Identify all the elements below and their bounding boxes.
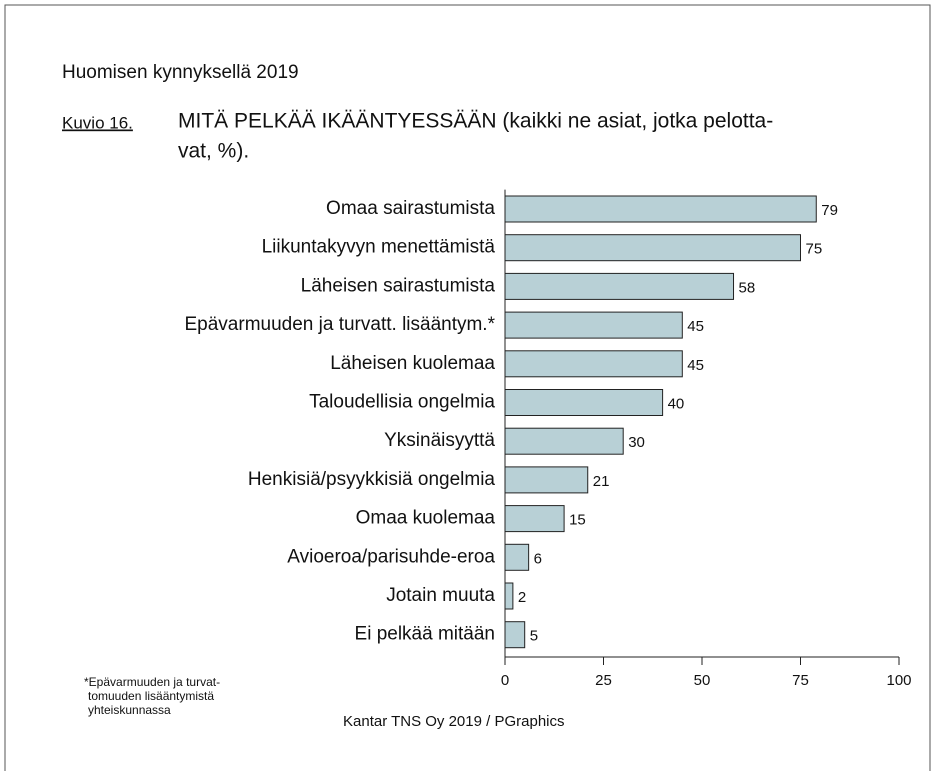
value-label: 79 [821, 202, 838, 219]
bar [504, 621, 526, 649]
y-tick-label: Omaa sairastumista [326, 198, 495, 219]
value-label: 30 [628, 434, 645, 451]
bar [504, 505, 565, 533]
bar [504, 350, 683, 378]
footnote: *Epävarmuuden ja turvat- [84, 675, 220, 689]
footnote: tomuuden lisääntymistä [88, 689, 214, 703]
value-label: 40 [668, 395, 685, 412]
y-tick-label: Avioeroa/parisuhde-eroa [287, 546, 495, 567]
bar [504, 311, 683, 339]
y-tick-label: Jotain muuta [386, 585, 495, 606]
x-tick-label: 100 [886, 672, 911, 689]
y-tick-label: Liikuntakyvyn menettämistä [262, 237, 496, 258]
header: Huomisen kynnyksellä 2019 [62, 62, 299, 83]
figure-label: Kuvio 16. [62, 113, 133, 132]
x-tick-label: 25 [595, 672, 612, 689]
x-tick-label: 50 [694, 672, 711, 689]
value-label: 58 [739, 279, 756, 296]
x-tick-label: 0 [501, 672, 509, 689]
bar [504, 195, 817, 223]
chart-title: vat, %). [178, 140, 249, 163]
y-tick-label: Läheisen sairastumista [301, 275, 496, 296]
bar [504, 427, 624, 455]
bar [504, 582, 514, 610]
y-tick-label: Yksinäisyyttä [384, 430, 495, 451]
value-label: 2 [518, 589, 526, 606]
value-label: 75 [806, 241, 823, 258]
footnote: yhteiskunnassa [88, 703, 171, 717]
bar [504, 466, 589, 494]
y-tick-label: Omaa kuolemaa [356, 508, 496, 529]
value-label: 5 [530, 628, 538, 645]
value-label: 15 [569, 512, 586, 529]
y-tick-label: Henkisiä/psyykkisiä ongelmia [248, 469, 496, 490]
value-label: 6 [534, 550, 542, 567]
chart-title: MITÄ PELKÄÄ IKÄÄNTYESSÄÄN (kaikki ne asi… [178, 110, 773, 133]
y-tick-label: Epävarmuuden ja turvatt. lisääntym.* [185, 314, 496, 335]
value-label: 45 [687, 318, 704, 335]
bar [504, 389, 664, 416]
y-tick-label: Ei pelkää mitään [355, 624, 495, 645]
value-label: 45 [687, 357, 704, 374]
bar [504, 272, 735, 300]
value-label: 21 [593, 473, 610, 490]
frame [4, 4, 931, 771]
y-tick-label: Läheisen kuolemaa [330, 353, 495, 374]
y-tick-label: Taloudellisia ongelmia [309, 392, 495, 413]
bar [504, 543, 530, 571]
x-tick-label: 75 [792, 672, 809, 689]
source: Kantar TNS Oy 2019 / PGraphics [343, 713, 565, 730]
bar [504, 234, 801, 262]
